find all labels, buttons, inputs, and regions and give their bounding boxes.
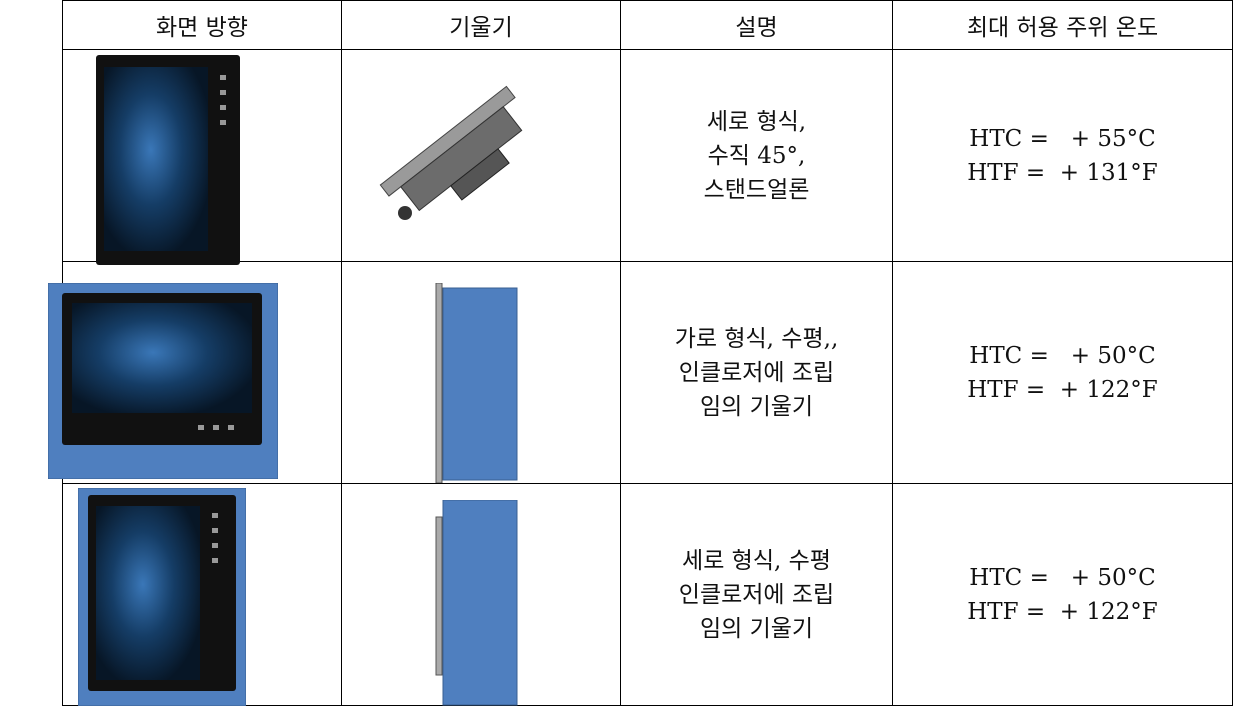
description-line: 수직 45°, (707, 142, 806, 169)
temperature-line: HTC = + 50°C (969, 342, 1156, 369)
temperature-line: HTF = + 122°F (967, 376, 1158, 403)
header-row: 화면 방향 기울기 설명 최대 허용 주위 온도 (62, 0, 1233, 50)
side-panel (435, 500, 518, 706)
description-line: 임의 기울기 (699, 615, 814, 642)
description-line: 인클로저에 조립 (678, 581, 835, 608)
row: 세로 형식, 수직 45°, 스탠드얼론 HTC = + 55°C HTF = + 13… (62, 49, 1233, 262)
side-panel (435, 283, 518, 483)
temperature-line: HTC = + 50°C (969, 564, 1156, 591)
temperature: HTC = + 50°C HTF = + 122°F (892, 261, 1233, 484)
description-line: 임의 기울기 (699, 393, 814, 420)
description-line: 인클로저에 조립 (678, 359, 835, 386)
temperature-line: HTC = + 55°C (969, 125, 1156, 152)
portrait-panel-enclosed (78, 488, 246, 706)
description-line: 세로 형식, (706, 108, 807, 135)
description: 세로 형식, 수직 45°, 스탠드얼론 (620, 49, 893, 262)
tilted-panel (379, 85, 523, 220)
header-cell: 화면 방향 (62, 0, 342, 50)
portrait-panel (96, 55, 240, 265)
header-cell: 기울기 (341, 0, 621, 50)
header-cell: 최대 허용 주위 온도 (892, 0, 1233, 50)
temperature: HTC = + 55°C HTF = + 131°F (892, 49, 1233, 262)
landscape-panel (48, 283, 278, 479)
description-line: 스탠드얼론 (703, 176, 810, 203)
temperature-line: HTF = + 122°F (967, 598, 1158, 625)
header-cell: 설명 (620, 0, 893, 50)
description-line: 가로 형식, 수평,, (674, 325, 839, 352)
temperature: HTC = + 50°C HTF = + 122°F (892, 483, 1233, 706)
description-line: 세로 형식, 수평 (682, 547, 831, 574)
temperature-line: HTF = + 131°F (967, 159, 1158, 186)
